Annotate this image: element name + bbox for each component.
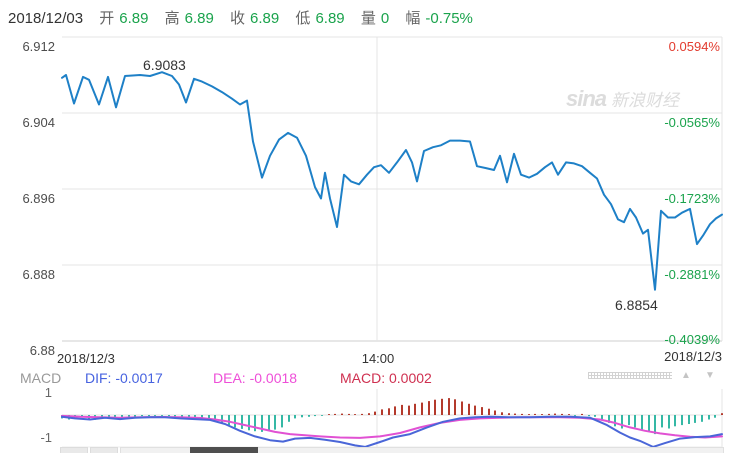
- dea-value: DEA: -0.0018: [213, 370, 298, 386]
- close-label: 收: [230, 10, 246, 27]
- pane-up-icon[interactable]: ▲: [681, 370, 691, 381]
- x-tick-open-date: 2018/12/3: [57, 351, 115, 366]
- quote-date: 2018/12/03: [8, 10, 84, 27]
- x-tick-close-date: 2018/12/3: [664, 349, 722, 364]
- macd-tick-plus1: 1: [44, 385, 52, 400]
- macd-panel-title: MACD: [20, 370, 62, 386]
- pct-tick-2: -0.1723%: [664, 191, 720, 206]
- low-annotation: 6.8854: [615, 297, 658, 313]
- high-annotation: 6.9083: [143, 57, 186, 73]
- open-label: 开: [99, 10, 115, 27]
- macd-tick-minus1: -1: [40, 430, 52, 445]
- sina-brand-text: 新浪财经: [611, 91, 680, 110]
- y-tick-688: 6.88: [29, 343, 55, 358]
- volume-value: 0: [380, 10, 390, 27]
- high-label: 高: [164, 10, 180, 27]
- pct-tick-1: -0.0565%: [664, 115, 720, 130]
- y-tick-6896: 6.896: [22, 191, 55, 206]
- low-value: 6.89: [315, 10, 345, 27]
- pct-tick-4: -0.4039%: [664, 332, 720, 347]
- pane-down-icon[interactable]: ▼: [705, 370, 715, 381]
- volume-label: 量: [360, 10, 376, 27]
- x-tick-1400: 14:00: [361, 351, 395, 366]
- pct-tick-3: -0.2881%: [664, 267, 720, 282]
- close-value: 6.89: [250, 10, 280, 27]
- scrollbar-segment-left-1[interactable]: [60, 447, 88, 453]
- pct-tick-0: 0.0594%: [668, 39, 720, 54]
- scrollbar-thumb[interactable]: [190, 447, 258, 453]
- scrollbar-track[interactable]: [120, 447, 724, 453]
- sina-logo: sina: [566, 86, 607, 111]
- y-tick-6888: 6.888: [22, 267, 55, 282]
- change-label: 幅: [405, 10, 421, 27]
- pane-resize-grip[interactable]: [588, 372, 672, 379]
- y-tick-6904: 6.904: [22, 115, 55, 130]
- low-label: 低: [295, 10, 311, 27]
- open-value: 6.89: [119, 10, 149, 27]
- change-value: -0.75%: [425, 10, 473, 27]
- sina-watermark: sina 新浪财经: [566, 86, 679, 112]
- dif-value: DIF: -0.0017: [85, 370, 163, 386]
- y-tick-6912: 6.912: [22, 39, 55, 54]
- scrollbar-segment-left-2[interactable]: [90, 447, 118, 453]
- macd-value: MACD: 0.0002: [340, 370, 432, 386]
- high-value: 6.89: [184, 10, 214, 27]
